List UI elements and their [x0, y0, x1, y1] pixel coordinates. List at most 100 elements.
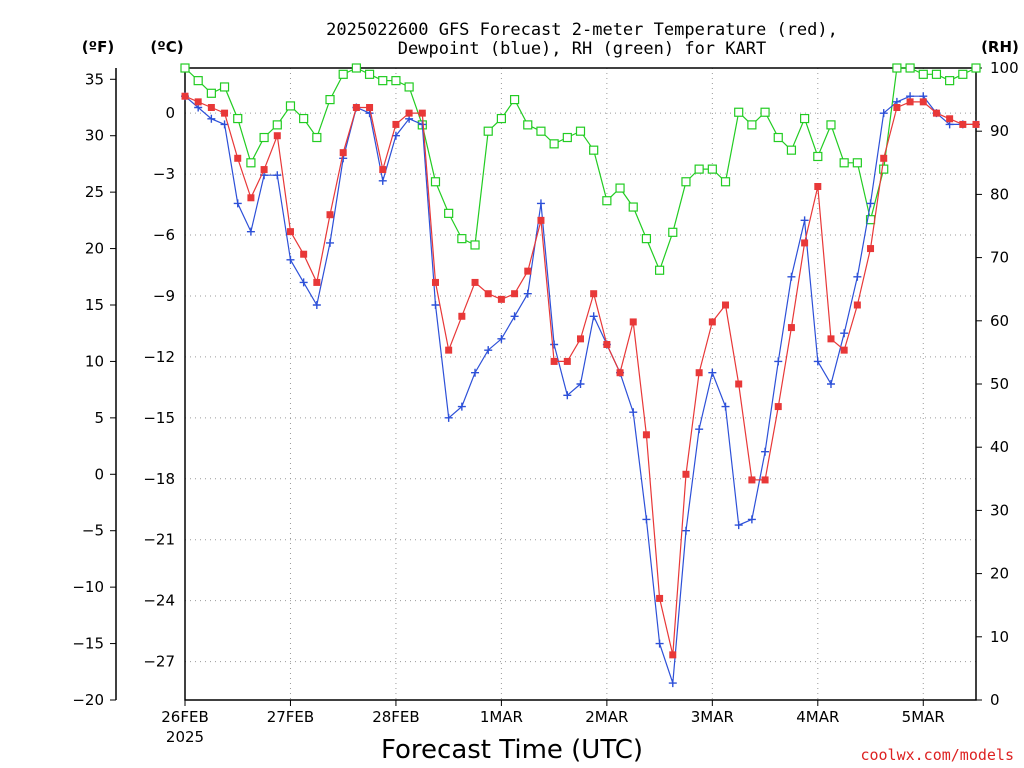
fahrenheit-tick-label: 25	[85, 183, 104, 201]
data-point-dewpoint	[326, 238, 335, 247]
fahrenheit-tick-label: 15	[85, 296, 104, 314]
fahrenheit-tick-label: 30	[85, 127, 104, 145]
data-point-temperature	[682, 470, 690, 478]
data-point-temperature	[577, 335, 584, 343]
data-point-dewpoint	[840, 329, 849, 338]
data-point-rh	[918, 69, 928, 79]
data-point-rh	[945, 76, 955, 86]
data-point-dewpoint	[866, 199, 875, 208]
data-point-dewpoint	[721, 402, 730, 411]
x-tick-label: 4MAR	[796, 708, 839, 726]
data-point-rh	[312, 132, 322, 143]
data-point-rh	[193, 76, 203, 86]
data-point-rh	[180, 63, 190, 73]
celsius-tick-label: −9	[153, 287, 175, 305]
rh-tick-label: 10	[990, 628, 1009, 646]
data-point-dewpoint	[299, 278, 308, 287]
rh-tick-label: 50	[990, 375, 1009, 393]
chart-axes: 26FEB 27FEB 28FEB 1MAR 2MAR 3MAR 4MAR 5MAR20250…	[72, 59, 1018, 746]
data-point-rh	[931, 69, 942, 79]
data-point-rh	[800, 113, 810, 124]
data-point-temperature	[801, 239, 809, 247]
data-point-temperature	[511, 290, 519, 298]
data-point-dewpoint	[681, 526, 690, 535]
data-point-temperature	[946, 115, 954, 123]
source-credit: coolwx.com/models	[860, 746, 1014, 764]
data-point-temperature	[656, 594, 664, 602]
data-point-temperature	[339, 149, 347, 157]
data-point-temperature	[840, 346, 848, 354]
celsius-tick-label: −27	[143, 653, 175, 671]
data-point-dewpoint	[510, 312, 519, 321]
fahrenheit-tick-label: 10	[85, 352, 104, 370]
data-point-dewpoint	[246, 227, 255, 236]
data-point-rh	[378, 76, 388, 86]
data-point-dewpoint	[563, 391, 572, 400]
rh-tick-label: 20	[990, 565, 1009, 583]
data-point-rh	[813, 151, 823, 162]
data-point-temperature	[484, 290, 492, 298]
data-point-dewpoint	[576, 380, 585, 388]
data-point-dewpoint	[589, 312, 598, 321]
data-point-temperature	[392, 120, 400, 128]
data-point-rh	[233, 113, 243, 124]
data-point-rh	[892, 63, 902, 73]
celsius-tick-label: −15	[143, 409, 175, 427]
data-point-rh	[206, 88, 216, 98]
rh-tick-label: 100	[990, 59, 1019, 77]
data-point-temperature	[590, 290, 598, 298]
data-point-temperature	[207, 104, 215, 111]
data-point-temperature	[853, 301, 861, 309]
data-point-temperature	[867, 245, 875, 253]
data-point-dewpoint	[233, 199, 242, 208]
x-tick-label: 28FEB	[372, 708, 419, 726]
data-point-dewpoint	[431, 301, 440, 309]
data-point-rh	[272, 120, 282, 130]
data-point-temperature	[300, 250, 308, 258]
data-point-rh	[681, 177, 691, 187]
rh-tick-label: 90	[990, 122, 1009, 140]
data-point-rh	[219, 82, 230, 92]
data-point-rh	[457, 234, 467, 244]
fahrenheit-tick-label: 35	[85, 70, 104, 88]
x-axis-label: Forecast Time (UTC)	[381, 735, 643, 765]
data-point-dewpoint	[747, 515, 756, 524]
data-point-temperature	[893, 104, 901, 111]
data-point-temperature	[366, 104, 374, 111]
data-point-rh	[852, 158, 862, 168]
data-point-temperature	[880, 154, 888, 162]
rh-tick-label: 70	[990, 249, 1009, 267]
fahrenheit-tick-label: 20	[85, 240, 104, 258]
celsius-tick-label: −24	[143, 592, 175, 610]
data-point-dewpoint	[418, 120, 427, 129]
data-point-dewpoint	[378, 176, 387, 185]
data-point-rh	[325, 94, 335, 105]
data-point-rh	[285, 101, 296, 111]
rh-tick-label: 40	[990, 438, 1009, 456]
series-line	[184, 67, 977, 272]
data-point-temperature	[695, 369, 703, 377]
data-point-temperature	[260, 166, 268, 174]
data-point-rh	[562, 132, 572, 143]
data-point-dewpoint	[695, 425, 704, 434]
fahrenheit-tick-label: −10	[72, 578, 104, 596]
data-point-dewpoint	[642, 515, 651, 524]
celsius-tick-label: −21	[143, 531, 175, 549]
data-point-temperature	[669, 651, 677, 659]
x-tick-label: 26FEB	[161, 708, 208, 726]
data-point-temperature	[445, 346, 453, 354]
data-point-rh	[641, 234, 652, 244]
data-point-dewpoint	[708, 368, 717, 377]
data-point-temperature	[563, 357, 571, 365]
data-point-temperature	[234, 154, 242, 162]
rh-tick-label: 0	[990, 691, 1000, 709]
x-tick-label: 5MAR	[902, 708, 945, 726]
data-point-temperature	[603, 341, 611, 348]
data-point-rh	[720, 177, 731, 187]
data-point-rh	[430, 177, 441, 187]
data-point-temperature	[379, 166, 387, 174]
data-point-rh	[668, 227, 678, 237]
data-point-temperature	[919, 98, 927, 106]
data-point-temperature	[286, 228, 294, 236]
